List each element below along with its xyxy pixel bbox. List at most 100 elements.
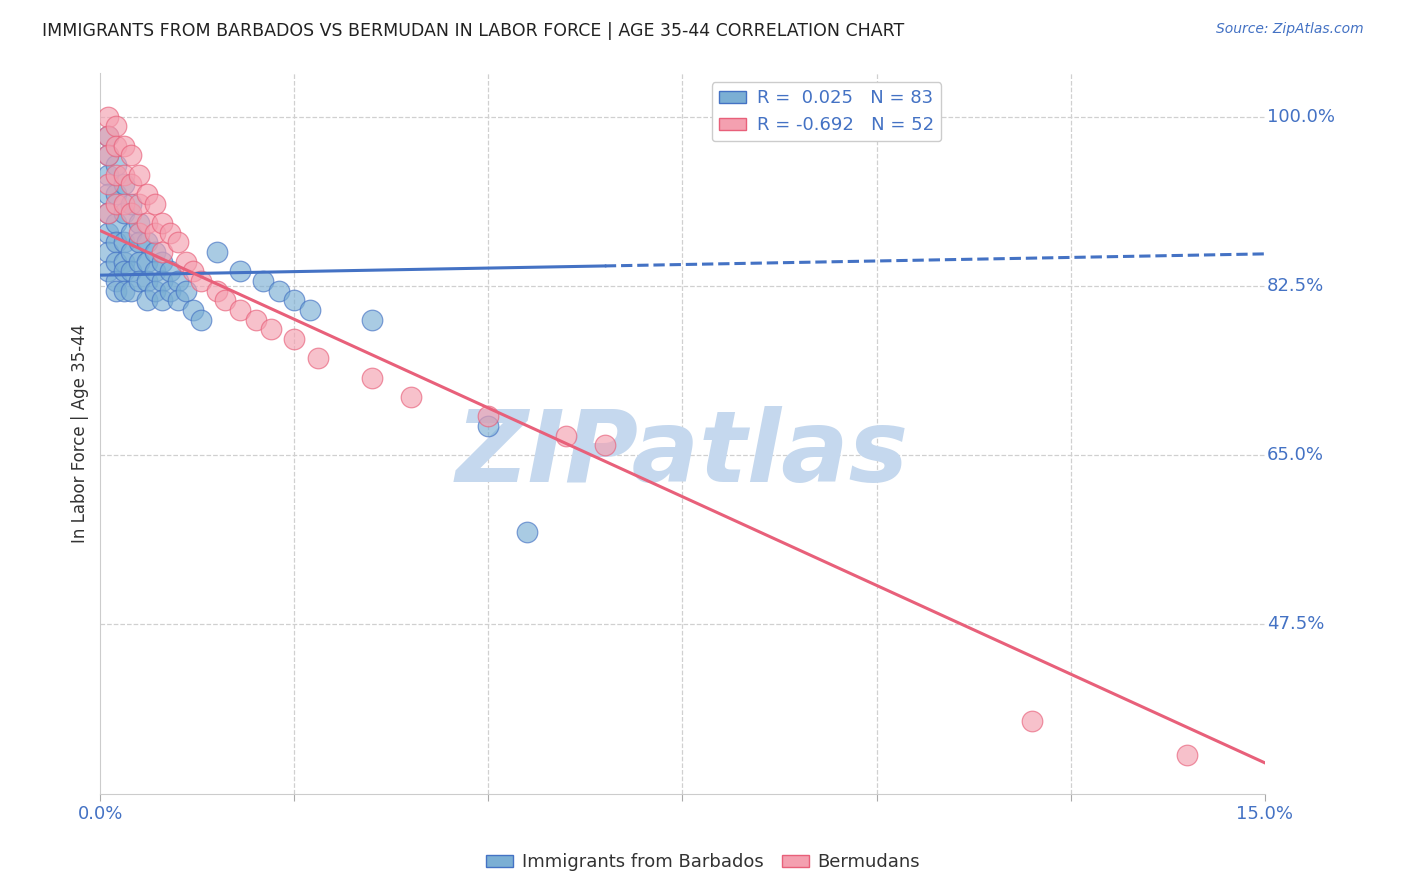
Point bbox=[174, 284, 197, 298]
Point bbox=[97, 168, 120, 182]
Point bbox=[112, 206, 135, 220]
Point bbox=[152, 244, 174, 259]
Point bbox=[97, 110, 120, 124]
Point bbox=[260, 322, 283, 336]
Point bbox=[97, 264, 120, 278]
Point bbox=[104, 168, 127, 182]
Point bbox=[128, 216, 150, 230]
Point bbox=[97, 186, 120, 201]
Point bbox=[183, 264, 205, 278]
Point bbox=[97, 244, 120, 259]
Point bbox=[183, 303, 205, 318]
Point bbox=[112, 235, 135, 250]
Text: 47.5%: 47.5% bbox=[1267, 615, 1324, 633]
Point bbox=[307, 351, 329, 366]
Point bbox=[252, 274, 274, 288]
Point bbox=[516, 525, 538, 540]
Point bbox=[152, 216, 174, 230]
Point bbox=[477, 409, 499, 424]
Point bbox=[120, 178, 142, 192]
Point bbox=[477, 419, 499, 434]
Point bbox=[104, 186, 127, 201]
Point bbox=[104, 284, 127, 298]
Point bbox=[97, 206, 120, 220]
Text: 82.5%: 82.5% bbox=[1267, 277, 1324, 294]
Point bbox=[97, 206, 120, 220]
Y-axis label: In Labor Force | Age 35-44: In Labor Force | Age 35-44 bbox=[72, 324, 89, 543]
Point bbox=[152, 293, 174, 308]
Point bbox=[143, 196, 166, 211]
Point bbox=[143, 226, 166, 240]
Point bbox=[159, 284, 181, 298]
Point bbox=[120, 148, 142, 162]
Point bbox=[120, 196, 142, 211]
Point bbox=[143, 264, 166, 278]
Point bbox=[159, 226, 181, 240]
Point bbox=[152, 274, 174, 288]
Point bbox=[135, 216, 157, 230]
Point bbox=[104, 138, 127, 153]
Point bbox=[152, 254, 174, 268]
Point bbox=[128, 274, 150, 288]
Legend: Immigrants from Barbados, Bermudans: Immigrants from Barbados, Bermudans bbox=[478, 847, 928, 879]
Point bbox=[128, 168, 150, 182]
Point bbox=[135, 293, 157, 308]
Text: IMMIGRANTS FROM BARBADOS VS BERMUDAN IN LABOR FORCE | AGE 35-44 CORRELATION CHAR: IMMIGRANTS FROM BARBADOS VS BERMUDAN IN … bbox=[42, 22, 904, 40]
Point bbox=[159, 264, 181, 278]
Point bbox=[120, 206, 142, 220]
Point bbox=[104, 216, 127, 230]
Point bbox=[167, 235, 190, 250]
Point bbox=[361, 370, 384, 384]
Point bbox=[135, 274, 157, 288]
Point bbox=[104, 274, 127, 288]
Point bbox=[104, 119, 127, 133]
Point bbox=[97, 128, 120, 143]
Point bbox=[104, 235, 127, 250]
Point bbox=[112, 284, 135, 298]
Point bbox=[214, 293, 236, 308]
Legend: R =  0.025   N = 83, R = -0.692   N = 52: R = 0.025 N = 83, R = -0.692 N = 52 bbox=[711, 82, 941, 142]
Point bbox=[399, 390, 422, 404]
Point bbox=[120, 226, 142, 240]
Point bbox=[555, 429, 578, 443]
Point bbox=[245, 312, 267, 326]
Point bbox=[128, 196, 150, 211]
Point bbox=[283, 293, 305, 308]
Text: ZIPatlas: ZIPatlas bbox=[456, 407, 910, 503]
Point bbox=[97, 148, 120, 162]
Point bbox=[104, 196, 127, 211]
Point bbox=[1021, 714, 1043, 728]
Point bbox=[1175, 747, 1198, 762]
Point bbox=[229, 264, 252, 278]
Point bbox=[112, 138, 135, 153]
Text: 65.0%: 65.0% bbox=[1267, 446, 1324, 464]
Point bbox=[128, 254, 150, 268]
Point bbox=[120, 244, 142, 259]
Text: Source: ZipAtlas.com: Source: ZipAtlas.com bbox=[1216, 22, 1364, 37]
Point bbox=[97, 226, 120, 240]
Point bbox=[298, 303, 321, 318]
Point bbox=[229, 303, 252, 318]
Point bbox=[135, 235, 157, 250]
Point bbox=[361, 312, 384, 326]
Point bbox=[283, 332, 305, 346]
Point bbox=[97, 178, 120, 192]
Point bbox=[112, 196, 135, 211]
Point bbox=[120, 264, 142, 278]
Point bbox=[112, 254, 135, 268]
Point bbox=[267, 284, 290, 298]
Point bbox=[97, 148, 120, 162]
Point bbox=[143, 244, 166, 259]
Point bbox=[190, 274, 212, 288]
Point bbox=[112, 178, 135, 192]
Point bbox=[174, 254, 197, 268]
Point bbox=[128, 235, 150, 250]
Point bbox=[205, 244, 228, 259]
Point bbox=[112, 264, 135, 278]
Point bbox=[143, 284, 166, 298]
Point bbox=[135, 254, 157, 268]
Point bbox=[167, 293, 190, 308]
Point bbox=[97, 128, 120, 143]
Point bbox=[128, 226, 150, 240]
Text: 100.0%: 100.0% bbox=[1267, 108, 1334, 126]
